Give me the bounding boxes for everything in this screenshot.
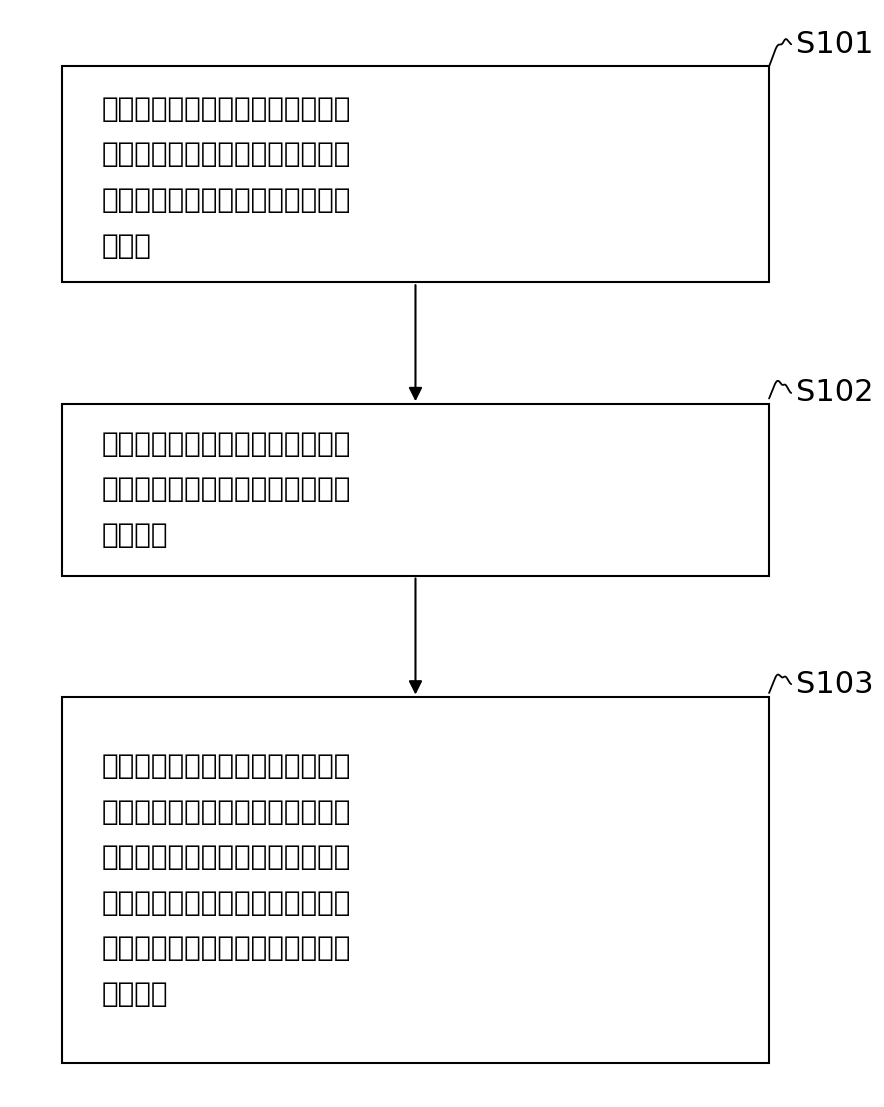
Text: 在热点卡口将获得的车辆号牌与套
牌车数据库进行比对，若比对结果
为套牌车，立即输出告警信息，同
时从交通车管数据系统中调出该号
牌所属车辆的信息，辅助交警抓捕
: 在热点卡口将获得的车辆号牌与套 牌车数据库进行比对，若比对结果 为套牌车，立即输… [102,752,351,1008]
FancyBboxPatch shape [62,404,769,576]
Text: S103: S103 [796,670,873,699]
FancyBboxPatch shape [62,697,769,1063]
Text: S102: S102 [796,379,873,407]
FancyBboxPatch shape [62,66,769,282]
Text: 获取套牌车或疑似套牌车一段时间
内的卡口数据和卡口经纬度，并从
中提取高频卡口及高频时段作为热
点卡口: 获取套牌车或疑似套牌车一段时间 内的卡口数据和卡口经纬度，并从 中提取高频卡口及… [102,95,351,259]
Text: S101: S101 [796,30,873,59]
Text: 对车辆拍照获取车辆号牌，或手动
录入车辆号牌，或实时接入卡口传
入的号牌: 对车辆拍照获取车辆号牌，或手动 录入车辆号牌，或实时接入卡口传 入的号牌 [102,430,351,549]
